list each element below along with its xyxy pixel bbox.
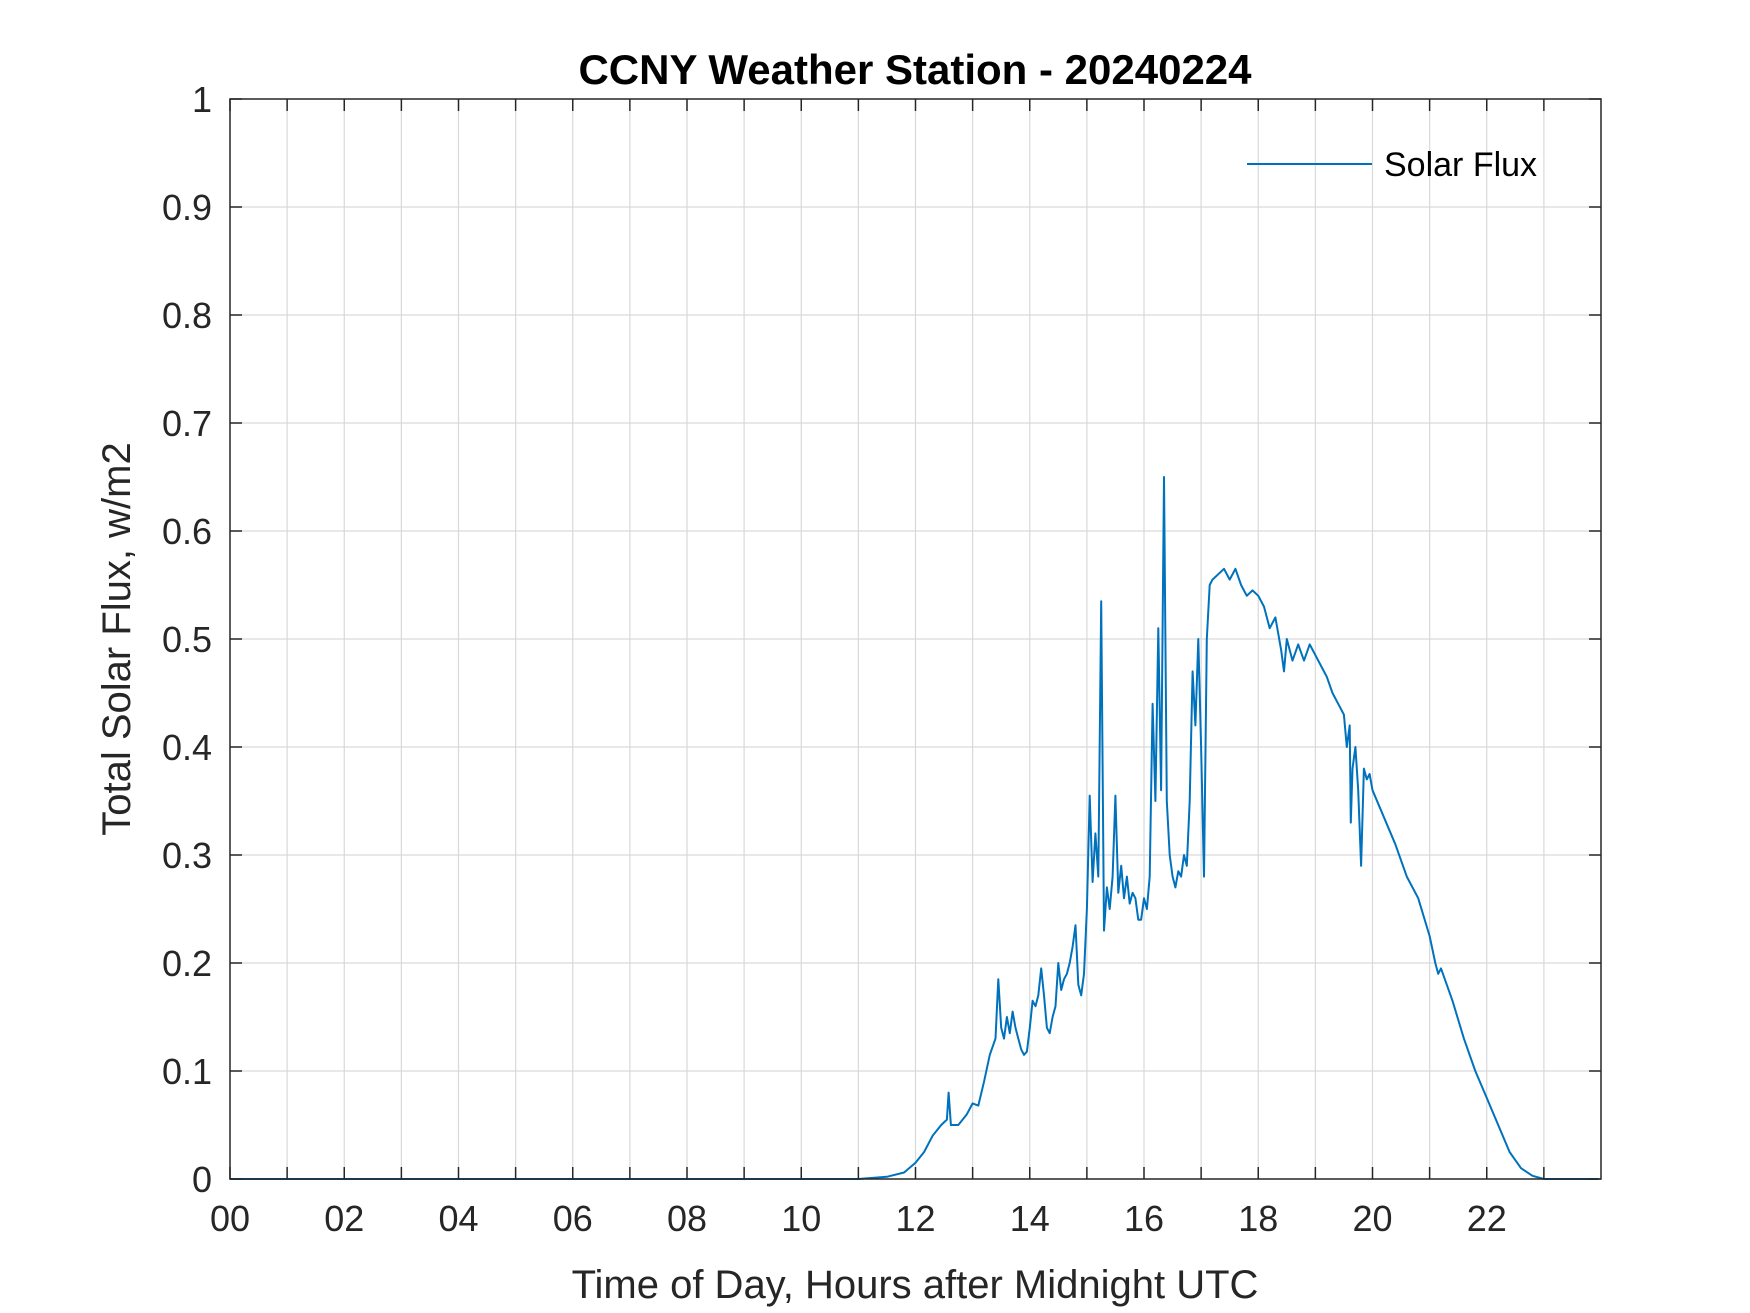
legend: Solar Flux bbox=[1247, 146, 1537, 184]
chart-title: CCNY Weather Station - 20240224 bbox=[578, 46, 1252, 93]
x-tick-labels: 00 02 04 06 08 10 12 14 16 18 20 22 bbox=[210, 1198, 1507, 1239]
x-tick-label: 04 bbox=[438, 1198, 478, 1239]
x-tick-label: 16 bbox=[1124, 1198, 1164, 1239]
x-tick-label: 12 bbox=[895, 1198, 935, 1239]
x-tick-label: 06 bbox=[553, 1198, 593, 1239]
y-tick-label: 0 bbox=[192, 1159, 212, 1200]
y-tick-label: 0.1 bbox=[162, 1051, 212, 1092]
x-tick-label: 00 bbox=[210, 1198, 250, 1239]
y-tick-label: 0.5 bbox=[162, 619, 212, 660]
series-layer bbox=[230, 476, 1599, 1180]
series-line-solar-flux bbox=[230, 476, 1599, 1180]
grid-lines bbox=[230, 99, 1601, 1179]
x-axis-label: Time of Day, Hours after Midnight UTC bbox=[572, 1263, 1259, 1307]
y-axis-label: Total Solar Flux, w/m2 bbox=[95, 442, 139, 835]
legend-label-solar-flux: Solar Flux bbox=[1384, 146, 1537, 184]
x-tick-label: 10 bbox=[781, 1198, 821, 1239]
y-tick-label: 0.2 bbox=[162, 943, 212, 984]
x-tick-label: 20 bbox=[1352, 1198, 1392, 1239]
y-tick-label: 0.6 bbox=[162, 511, 212, 552]
y-tick-label: 0.8 bbox=[162, 295, 212, 336]
y-tick-label: 0.3 bbox=[162, 835, 212, 876]
x-tick-label: 14 bbox=[1010, 1198, 1050, 1239]
y-tick-label: 1 bbox=[192, 79, 212, 120]
x-tick-label: 08 bbox=[667, 1198, 707, 1239]
y-tick-label: 0.9 bbox=[162, 187, 212, 228]
x-tick-label: 18 bbox=[1238, 1198, 1278, 1239]
tick-marks bbox=[229, 98, 1601, 1180]
y-tick-label: 0.4 bbox=[162, 727, 212, 768]
x-tick-label: 22 bbox=[1467, 1198, 1507, 1239]
y-tick-labels: 0 0.1 0.2 0.3 0.4 0.5 0.6 0.7 0.8 0.9 1 bbox=[162, 79, 212, 1200]
y-tick-label: 0.7 bbox=[162, 403, 212, 444]
x-tick-label: 02 bbox=[324, 1198, 364, 1239]
